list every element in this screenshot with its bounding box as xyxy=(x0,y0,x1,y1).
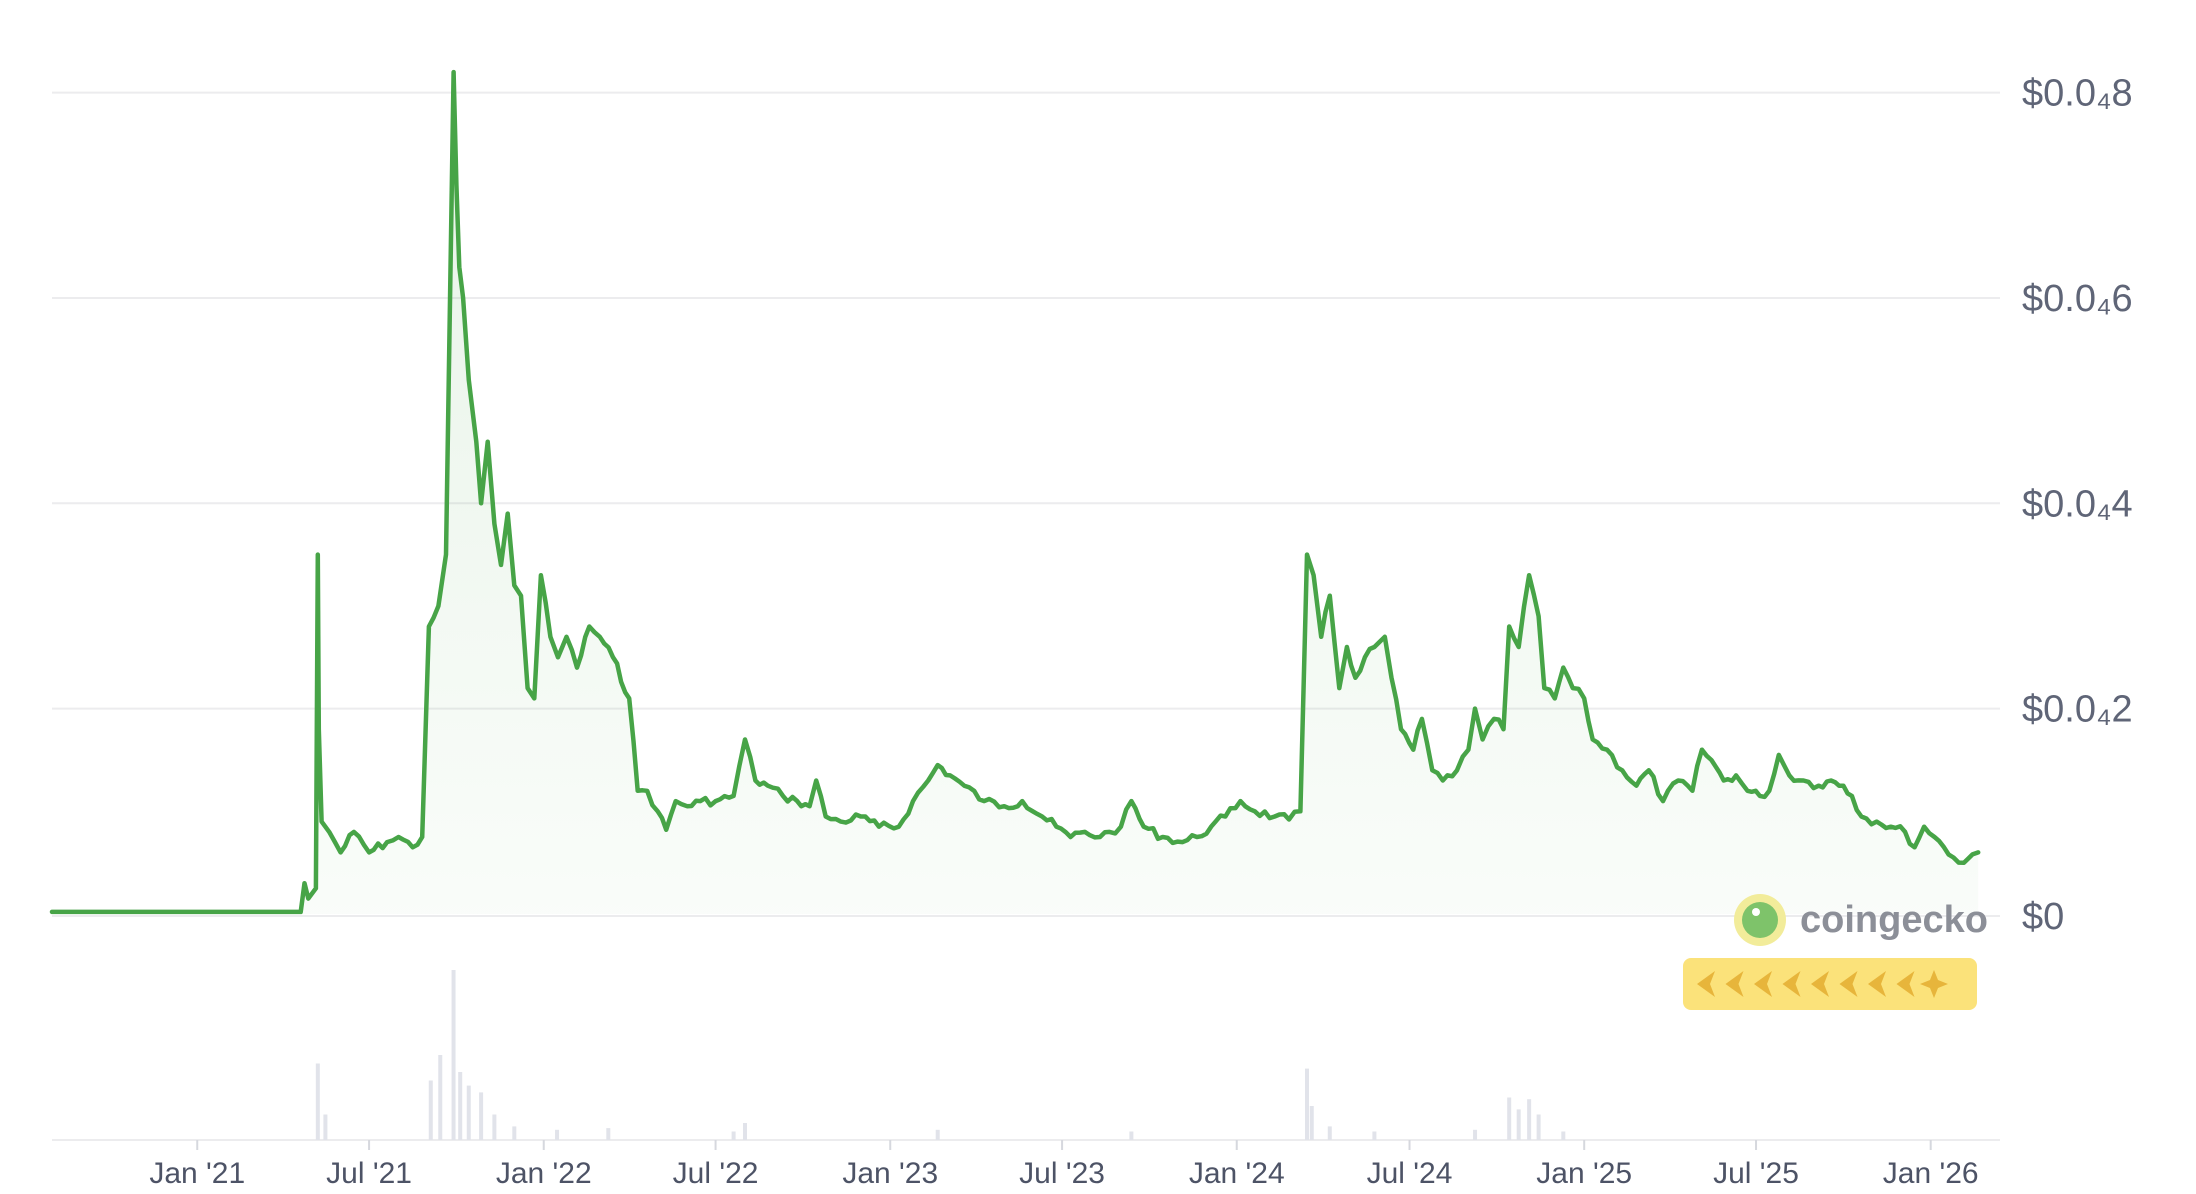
arrow-left-icon xyxy=(1868,971,1886,997)
price-line xyxy=(49,69,1981,915)
volume-bar xyxy=(555,1129,560,1140)
volume-bar xyxy=(492,1114,497,1140)
gecko-logo-head xyxy=(1742,902,1778,938)
volume-bar xyxy=(1327,1126,1332,1140)
x-tick-label: Jan '24 xyxy=(1189,1157,1285,1190)
volume-bar xyxy=(1372,1131,1377,1140)
volume-bar xyxy=(438,1055,443,1140)
volume-bar xyxy=(315,1063,320,1140)
arrow-left-icon xyxy=(1811,971,1829,997)
x-tick-label: Jan '22 xyxy=(496,1157,592,1190)
y-tick-label: $0 xyxy=(2022,896,2064,938)
price-area-fill xyxy=(52,72,1979,915)
badge-strip xyxy=(1683,958,1977,1010)
price-line-group xyxy=(49,69,1981,915)
volume-bar xyxy=(1527,1099,1532,1140)
volume-bar xyxy=(1129,1131,1134,1140)
x-axis-ticks: Jan '21 Jul '21 Jan '22 Jul '22 Jan '23 Jul '… xyxy=(149,1140,1979,1190)
volume-bar xyxy=(1304,1068,1309,1140)
volume-bar xyxy=(606,1128,611,1140)
volume-bar xyxy=(458,1072,463,1140)
x-tick-label: Jan '26 xyxy=(1883,1157,1979,1190)
arrow-left-icon xyxy=(1896,971,1915,997)
y-tick-label: $0.0₄8 xyxy=(2022,73,2133,115)
arrow-left-icon xyxy=(1697,971,1715,997)
arrow-left-icon xyxy=(1782,971,1801,997)
badge-icons xyxy=(1697,970,1948,998)
volume-bars xyxy=(315,970,1566,1140)
volume-bar xyxy=(451,970,456,1140)
x-tick-label: Jan '23 xyxy=(842,1157,938,1190)
volume-bar xyxy=(1516,1109,1521,1140)
volume-bar xyxy=(1473,1129,1478,1140)
volume-bar xyxy=(1561,1131,1566,1140)
volume-bar xyxy=(1507,1097,1512,1140)
grid-lines xyxy=(52,91,2000,1141)
y-tick-label: $0.0₄4 xyxy=(2022,483,2133,525)
arrow-left-icon xyxy=(1754,971,1772,997)
arrow-left-icon xyxy=(1725,971,1744,997)
y-tick-label: $0.0₄6 xyxy=(2022,278,2133,320)
volume-bar xyxy=(479,1092,484,1140)
volume-bar xyxy=(1536,1114,1541,1140)
volume-bar xyxy=(323,1114,328,1140)
x-tick-label: Jul '24 xyxy=(1367,1157,1453,1190)
volume-bar xyxy=(1309,1106,1314,1140)
star-icon xyxy=(1920,970,1948,998)
price-area xyxy=(52,72,1979,915)
x-tick-label: Jan '21 xyxy=(149,1157,245,1190)
x-tick-label: Jul '23 xyxy=(1019,1157,1105,1190)
y-axis-ticks: $0.0₄8 $0.0₄6 $0.0₄4 $0.0₄2 $0 xyxy=(2022,73,2133,938)
volume-bar xyxy=(466,1085,471,1140)
volume-bar xyxy=(512,1126,517,1140)
volume-bar xyxy=(935,1129,940,1140)
volume-bar xyxy=(731,1131,736,1140)
x-tick-label: Jul '21 xyxy=(326,1157,412,1190)
y-tick-label: $0.0₄2 xyxy=(2022,689,2133,731)
coingecko-wordmark: coingecko xyxy=(1800,899,1988,941)
coingecko-watermark: coingecko xyxy=(1683,894,1988,1010)
x-tick-label: Jul '22 xyxy=(673,1157,759,1190)
x-tick-label: Jan '25 xyxy=(1536,1157,1632,1190)
x-tick-label: Jul '25 xyxy=(1713,1157,1799,1190)
volume-bar xyxy=(428,1080,433,1140)
arrow-left-icon xyxy=(1839,971,1858,997)
gecko-logo-eye xyxy=(1752,908,1760,916)
volume-bar xyxy=(743,1123,748,1140)
